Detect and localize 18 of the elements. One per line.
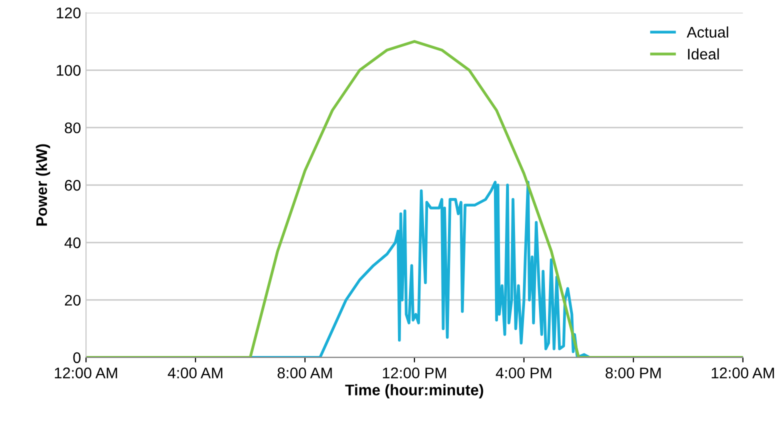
x-tick-label: 12:00 AM	[712, 368, 774, 378]
y-axis-title: Power (kW)	[36, 144, 50, 226]
y-tick-label: 60	[64, 180, 81, 191]
x-tick-label: 4:00 AM	[168, 368, 222, 378]
x-tick-label: 4:00 PM	[496, 368, 552, 378]
y-tick-label: 20	[64, 294, 81, 306]
y-tick-label: 0	[73, 352, 81, 364]
x-tick-label: 12:00 AM	[54, 368, 118, 378]
y-tick-label: 80	[64, 122, 81, 134]
legend-label: Ideal	[688, 48, 719, 60]
legend-label: Actual	[686, 26, 728, 38]
y-tick-label: 100	[56, 65, 81, 76]
y-tick-label: 120	[56, 8, 81, 18]
x-tick-label: 8:00 AM	[278, 368, 332, 378]
y-tick-label: 40	[64, 237, 81, 248]
x-tick-label: 12:00 PM	[382, 368, 446, 378]
x-tick-label: 8:00 PM	[606, 368, 661, 378]
x-axis-title: Time (hour:minute)	[345, 384, 484, 398]
